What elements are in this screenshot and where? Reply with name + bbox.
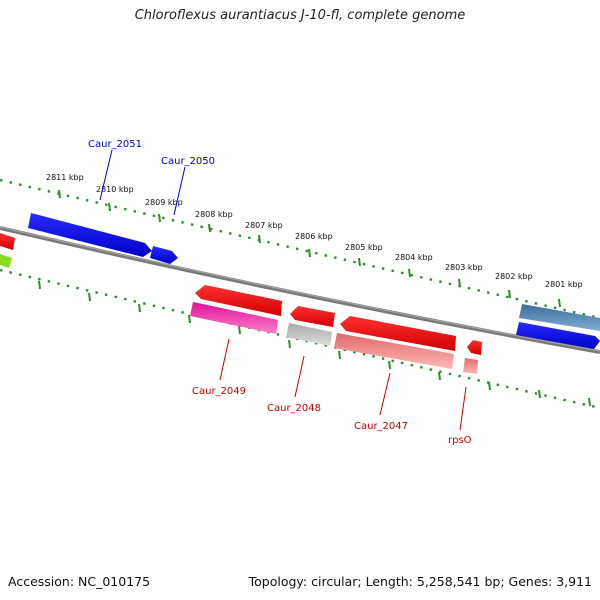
major-tick	[388, 360, 391, 370]
kbp-ruler-outer	[0, 178, 600, 320]
major-tick	[308, 248, 311, 258]
gene-red-2047[interactable]	[340, 316, 456, 351]
major-tick	[258, 234, 261, 244]
topology-text: Topology: circular; Length: 5,258,541 bp…	[248, 574, 592, 589]
gene-steel	[519, 304, 600, 331]
kbp-label: 2803 kbp	[445, 263, 483, 272]
kbp-label: 2806 kbp	[295, 232, 333, 241]
leader-caur-2050	[173, 166, 186, 216]
gene-caur-2049[interactable]	[190, 302, 278, 334]
genome-backbone	[0, 226, 600, 354]
kbp-label: 2811 kbp	[46, 173, 84, 182]
major-tick	[438, 371, 441, 381]
major-tick	[138, 303, 141, 313]
gene-label-caur-2047: Caur_2047	[354, 421, 408, 432]
major-tick	[358, 257, 361, 267]
leader-caur-2048	[294, 355, 305, 398]
major-tick	[238, 325, 241, 335]
gene-red-rpso[interactable]	[467, 340, 482, 355]
major-tick	[488, 381, 491, 391]
major-tick	[338, 350, 341, 360]
major-tick	[288, 339, 291, 349]
major-tick	[88, 292, 91, 302]
leader-caur-2047	[379, 372, 391, 416]
gene-fragment-red	[0, 233, 15, 250]
major-tick	[588, 397, 591, 407]
gene-red-2048[interactable]	[290, 306, 335, 327]
gene-label-caur-2048: Caur_2048	[267, 403, 321, 414]
kbp-label: 2810 kbp	[96, 185, 134, 194]
kbp-label: 2805 kbp	[345, 243, 383, 252]
major-tick	[58, 189, 61, 199]
kbp-label: 2802 kbp	[495, 272, 533, 281]
gene-fragment-green	[0, 254, 12, 268]
gene-red-2049[interactable]	[195, 285, 282, 316]
major-tick	[158, 213, 161, 223]
gene-caur-2048[interactable]	[286, 323, 332, 346]
major-tick	[208, 223, 211, 233]
genome-title: Chloroflexus aurantiacus J-10-fl, comple…	[134, 8, 466, 23]
kbp-label: 2807 kbp	[245, 221, 283, 230]
gene-blue-right	[516, 322, 600, 349]
leader-caur-2051	[99, 149, 113, 201]
major-tick	[188, 314, 191, 324]
gene-label-caur-2049: Caur_2049	[192, 386, 246, 397]
major-tick	[558, 298, 561, 308]
major-tick	[508, 289, 511, 299]
leader-rpso	[459, 386, 467, 431]
accession-text: Accession: NC_010175	[8, 574, 151, 589]
gene-label-rpso: rpsO	[448, 435, 472, 446]
kbp-label: 2804 kbp	[395, 253, 433, 262]
major-tick	[408, 268, 411, 278]
kbp-ruler-inner	[0, 268, 600, 410]
gene-caur-2050[interactable]	[150, 246, 178, 264]
leader-caur-2049	[219, 338, 230, 381]
gene-label-caur-2051: Caur_2051	[88, 139, 142, 150]
major-tick	[108, 202, 111, 212]
gene-label-caur-2050: Caur_2050	[161, 156, 215, 167]
gene-caur-2051[interactable]	[28, 213, 152, 257]
major-tick	[38, 280, 41, 290]
gene-rpso[interactable]	[463, 358, 478, 374]
major-tick	[538, 389, 541, 399]
kbp-label: 2801 kbp	[545, 280, 583, 289]
major-tick	[458, 278, 461, 288]
gene-caur-2047[interactable]	[334, 333, 454, 369]
kbp-label: 2808 kbp	[195, 210, 233, 219]
kbp-label: 2809 kbp	[145, 198, 183, 207]
